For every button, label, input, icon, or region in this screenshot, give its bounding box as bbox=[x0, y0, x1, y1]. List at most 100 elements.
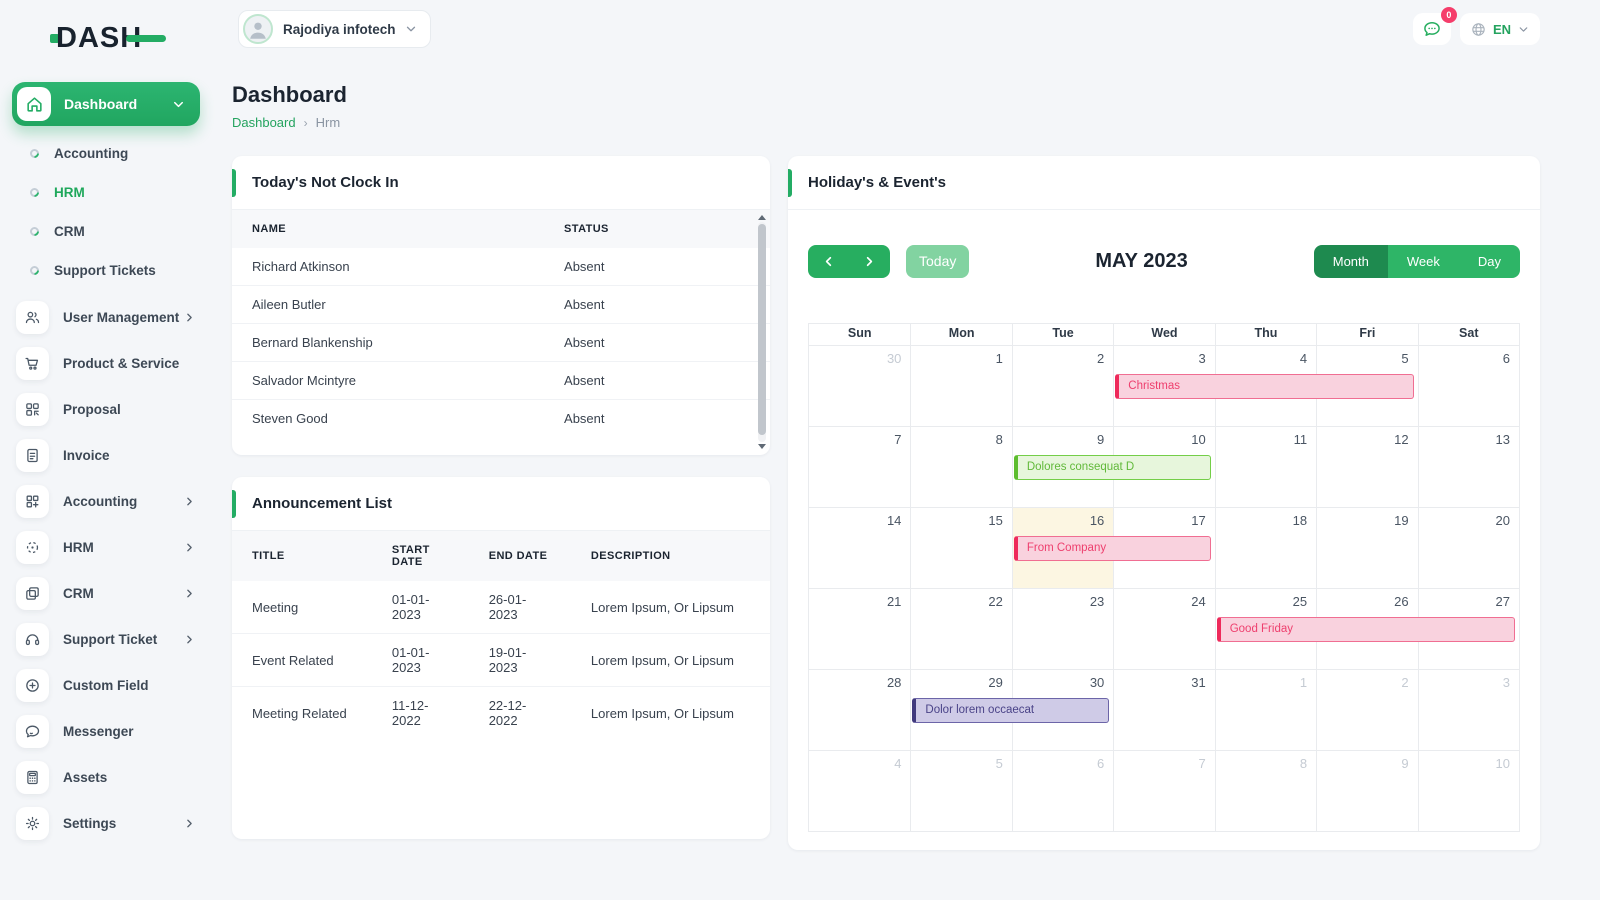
card-title: Announcement List bbox=[252, 495, 393, 512]
calendar-day-cell[interactable]: 9 bbox=[1316, 751, 1417, 831]
home-icon bbox=[17, 87, 51, 121]
calendar-day-cell[interactable]: 4 bbox=[809, 751, 910, 831]
calendar-day-cell[interactable]: 29 bbox=[910, 670, 1011, 750]
today-button[interactable]: Today bbox=[906, 244, 970, 278]
scrollbar-track[interactable] bbox=[758, 222, 766, 442]
sidebar-subitem-accounting[interactable]: Accounting bbox=[28, 134, 212, 173]
view-week-button[interactable]: Week bbox=[1387, 244, 1459, 278]
calendar-day-cell[interactable]: 14 bbox=[809, 508, 910, 588]
prev-month-button[interactable] bbox=[808, 245, 849, 278]
calendar-day-cell[interactable]: 31 bbox=[1113, 670, 1214, 750]
sidebar-subitem-hrm[interactable]: HRM bbox=[28, 173, 212, 212]
calendar-day-cell[interactable]: 22 bbox=[910, 589, 1011, 669]
sidebar-item-messenger[interactable]: Messenger bbox=[0, 708, 212, 754]
calendar-day-cell[interactable]: 2 bbox=[1316, 670, 1417, 750]
view-month-button[interactable]: Month bbox=[1313, 244, 1388, 278]
scroll-down-arrow-icon[interactable] bbox=[758, 444, 766, 449]
sidebar-item-custom-field[interactable]: Custom Field bbox=[0, 662, 212, 708]
calendar-day-cell[interactable]: 1 bbox=[1214, 670, 1316, 750]
calendar-day-cell[interactable]: 8 bbox=[1214, 751, 1316, 831]
scroll-up-arrow-icon[interactable] bbox=[758, 215, 766, 220]
calendar-day-cell[interactable]: 5 bbox=[910, 751, 1011, 831]
table-cell: Meeting bbox=[252, 599, 299, 615]
calendar-toolbar: Today MAY 2023 Month Week Day bbox=[808, 244, 1520, 278]
day-number: 14 bbox=[886, 513, 902, 528]
sidebar-item-settings[interactable]: Settings bbox=[0, 800, 212, 846]
not-clock-in-table: NAME STATUS Richard Atkinson Absent Aileen… bbox=[232, 210, 770, 437]
calendar-week-row: 30 1 2 3 4 5 6 Christmas bbox=[809, 345, 1519, 426]
calendar-day-cell[interactable]: 30 bbox=[809, 346, 910, 426]
company-selector[interactable]: Rajodiya infotech bbox=[238, 10, 431, 48]
view-day-button[interactable]: Day bbox=[1458, 244, 1520, 278]
calendar-day-cell[interactable]: 24 bbox=[1113, 589, 1214, 669]
calendar-day-cell[interactable]: 6 bbox=[1011, 751, 1113, 831]
day-number: 26 bbox=[1394, 594, 1409, 609]
sidebar-item-crm[interactable]: CRM bbox=[0, 570, 212, 616]
logo-accent-dot bbox=[50, 33, 59, 43]
calendar-day-cell[interactable]: 7 bbox=[809, 427, 910, 507]
calendar-day-cell[interactable]: 20 bbox=[1417, 508, 1519, 588]
calendar-day-cell[interactable]: 8 bbox=[910, 427, 1011, 507]
chevron-right-icon bbox=[183, 311, 196, 324]
messages-button[interactable]: 0 bbox=[1412, 7, 1457, 45]
calendar-week-row: 21 22 23 24 25 26 27 Good Friday bbox=[809, 588, 1519, 669]
sidebar-item-proposal[interactable]: Proposal bbox=[0, 386, 212, 432]
calendar-day-cell[interactable]: 23 bbox=[1011, 589, 1113, 669]
calendar-day-cell[interactable]: 7 bbox=[1113, 751, 1214, 831]
column-header-start-date: START DATE bbox=[371, 531, 469, 581]
breadcrumb-current: Hrm bbox=[315, 115, 341, 130]
circle-icon bbox=[28, 225, 41, 238]
chevron-down-icon bbox=[1517, 23, 1530, 36]
sidebar-item-accounting[interactable]: Accounting bbox=[0, 478, 212, 524]
day-number: 21 bbox=[886, 594, 902, 609]
sidebar-item-invoice[interactable]: Invoice bbox=[0, 432, 212, 478]
sidebar-item-support-ticket[interactable]: Support Ticket bbox=[0, 616, 212, 662]
calendar-day-cell[interactable]: 28 bbox=[809, 670, 910, 750]
calendar-day-cell[interactable]: 21 bbox=[809, 589, 910, 669]
sidebar-subitem-support-tickets[interactable]: Support Tickets bbox=[28, 251, 212, 290]
calendar-day-cell[interactable]: 6 bbox=[1417, 346, 1519, 426]
table-cell: Aileen Butler bbox=[232, 285, 545, 324]
calendar-day-cell[interactable]: 12 bbox=[1316, 427, 1417, 507]
calendar-day-header: Thu bbox=[1214, 324, 1316, 345]
breadcrumb-dashboard-link[interactable]: Dashboard bbox=[232, 115, 296, 130]
calendar-day-cell[interactable]: 9 bbox=[1011, 427, 1113, 507]
day-number: 3 bbox=[1502, 675, 1510, 690]
sidebar-item-product-service[interactable]: Product & Service bbox=[0, 340, 212, 386]
table-row: Event Related 01-01-2023 19-01-2023 Lorem I… bbox=[232, 633, 770, 687]
table-scrollbar[interactable] bbox=[757, 215, 767, 449]
calendar-event[interactable]: Good Friday bbox=[1216, 617, 1515, 642]
day-number: 1 bbox=[995, 351, 1003, 366]
calendar-day-cell[interactable]: 3 bbox=[1113, 346, 1214, 426]
calendar-day-cell[interactable]: 2 bbox=[1011, 346, 1113, 426]
calendar-event[interactable]: From Company bbox=[1013, 536, 1211, 561]
sidebar-item-assets[interactable]: Assets bbox=[0, 754, 212, 800]
sidebar-subitem-crm[interactable]: CRM bbox=[28, 212, 212, 251]
app-logo: DASH bbox=[50, 18, 200, 58]
language-selector[interactable]: EN bbox=[1459, 13, 1540, 45]
calendar-week-row: 14 15 16 17 18 19 20 From Company bbox=[809, 507, 1519, 588]
scrollbar-thumb[interactable] bbox=[758, 224, 766, 436]
next-month-button[interactable] bbox=[849, 245, 890, 278]
calendar-event[interactable]: Dolores consequat D bbox=[1013, 455, 1211, 480]
calendar-event[interactable]: Christmas bbox=[1115, 374, 1414, 399]
calendar-day-cell[interactable]: 11 bbox=[1214, 427, 1316, 507]
sidebar-item-dashboard[interactable]: Dashboard bbox=[12, 82, 200, 126]
calendar-day-cell[interactable]: 10 bbox=[1417, 751, 1519, 831]
sidebar-item-user-management[interactable]: User Management bbox=[0, 294, 212, 340]
calendar-day-cell[interactable]: 18 bbox=[1214, 508, 1316, 588]
table-cell: Absent bbox=[564, 259, 605, 274]
sidebar-item-hrm[interactable]: HRM bbox=[0, 524, 212, 570]
calendar-day-cell[interactable]: 25 bbox=[1214, 589, 1316, 669]
table-cell: Absent bbox=[544, 361, 770, 400]
table-row: Richard Atkinson Absent bbox=[232, 248, 770, 286]
calendar-day-cell[interactable]: 15 bbox=[910, 508, 1011, 588]
calendar-day-cell[interactable]: 3 bbox=[1417, 670, 1519, 750]
calendar-day-cell[interactable]: 13 bbox=[1417, 427, 1519, 507]
chat-icon bbox=[16, 714, 49, 748]
calendar-day-cell[interactable]: 1 bbox=[910, 346, 1011, 426]
calendar-event[interactable]: Dolor lorem occaecat bbox=[912, 698, 1110, 723]
calendar-day-cell[interactable]: 19 bbox=[1316, 508, 1417, 588]
avatar bbox=[243, 14, 273, 44]
day-number: 1 bbox=[1299, 675, 1308, 690]
